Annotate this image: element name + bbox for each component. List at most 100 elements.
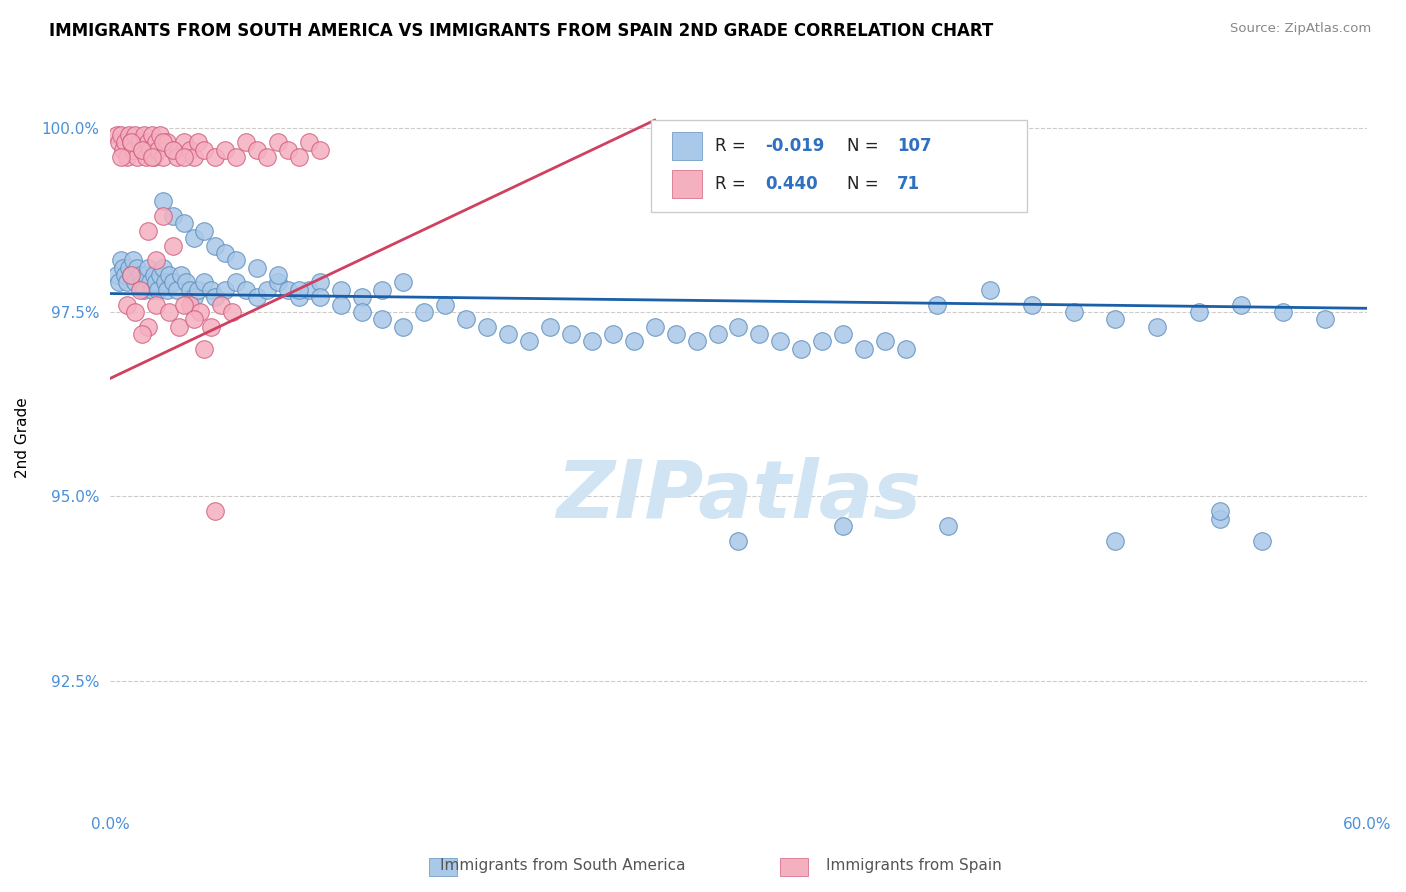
Point xyxy=(1188,305,1211,319)
FancyBboxPatch shape xyxy=(651,120,1028,212)
Point xyxy=(392,276,415,290)
Point xyxy=(496,327,519,342)
Text: -0.019: -0.019 xyxy=(765,137,824,155)
Point xyxy=(148,283,170,297)
Point xyxy=(665,327,688,342)
Point xyxy=(179,143,201,157)
Point xyxy=(204,290,226,304)
Point xyxy=(214,143,236,157)
Point xyxy=(135,268,157,282)
Point xyxy=(110,253,132,268)
Point xyxy=(131,327,153,342)
Point xyxy=(162,238,184,252)
Point xyxy=(329,283,352,297)
Point xyxy=(685,334,707,349)
Point xyxy=(1021,297,1043,311)
Point xyxy=(173,217,195,231)
Point xyxy=(183,150,205,164)
Point xyxy=(145,136,167,150)
FancyBboxPatch shape xyxy=(672,132,702,160)
Text: Source: ZipAtlas.com: Source: ZipAtlas.com xyxy=(1230,22,1371,36)
Point xyxy=(166,283,188,297)
Point xyxy=(329,297,352,311)
Point xyxy=(350,305,373,319)
Point xyxy=(105,128,128,142)
Point xyxy=(145,297,167,311)
Point xyxy=(152,136,174,150)
Text: R =: R = xyxy=(714,137,751,155)
Point xyxy=(188,305,211,319)
Point xyxy=(1104,312,1126,326)
Point xyxy=(434,297,457,311)
Point xyxy=(136,224,159,238)
Point xyxy=(392,319,415,334)
Point xyxy=(1063,305,1085,319)
Point xyxy=(124,305,146,319)
Point xyxy=(748,327,770,342)
Point xyxy=(1146,319,1168,334)
Point xyxy=(183,290,205,304)
Point xyxy=(246,260,269,275)
Point xyxy=(832,519,855,533)
Point xyxy=(1209,504,1232,518)
Text: 0.440: 0.440 xyxy=(765,176,817,194)
Point xyxy=(477,319,499,334)
Text: ZIPatlas: ZIPatlas xyxy=(555,458,921,535)
Point xyxy=(179,297,201,311)
Point xyxy=(706,327,728,342)
Point xyxy=(173,136,195,150)
Point xyxy=(1209,511,1232,525)
Point xyxy=(111,143,134,157)
Point xyxy=(371,283,394,297)
Point xyxy=(204,238,226,252)
Point xyxy=(204,150,226,164)
Point xyxy=(128,136,150,150)
Bar xyxy=(780,858,808,876)
Point xyxy=(277,143,299,157)
Point xyxy=(131,143,153,157)
Point xyxy=(581,334,603,349)
Bar xyxy=(429,858,457,876)
Point xyxy=(157,305,180,319)
Text: Immigrants from South America: Immigrants from South America xyxy=(440,858,685,872)
Point xyxy=(173,150,195,164)
Point xyxy=(122,253,145,268)
Point xyxy=(152,209,174,223)
Point xyxy=(136,136,159,150)
Point xyxy=(644,319,666,334)
Point xyxy=(107,276,129,290)
Point xyxy=(136,260,159,275)
Point xyxy=(122,143,145,157)
Text: Immigrants from Spain: Immigrants from Spain xyxy=(827,858,1001,872)
Point xyxy=(371,312,394,326)
Point xyxy=(114,268,136,282)
Point xyxy=(148,143,170,157)
Point xyxy=(287,290,309,304)
Point xyxy=(120,136,142,150)
Point xyxy=(187,136,209,150)
Point xyxy=(1313,312,1336,326)
Point xyxy=(141,283,163,297)
Point xyxy=(538,319,561,334)
Point xyxy=(727,533,749,548)
Point xyxy=(156,136,179,150)
Point xyxy=(308,276,330,290)
Text: IMMIGRANTS FROM SOUTH AMERICA VS IMMIGRANTS FROM SPAIN 2ND GRADE CORRELATION CHA: IMMIGRANTS FROM SOUTH AMERICA VS IMMIGRA… xyxy=(49,22,994,40)
Point xyxy=(225,150,247,164)
Point xyxy=(936,519,959,533)
Point xyxy=(350,290,373,304)
Point xyxy=(153,276,176,290)
Point xyxy=(187,283,209,297)
Text: R =: R = xyxy=(714,176,751,194)
Point xyxy=(131,276,153,290)
Point xyxy=(1104,533,1126,548)
Point xyxy=(256,283,278,297)
Point xyxy=(298,136,321,150)
Text: 71: 71 xyxy=(897,176,920,194)
Point xyxy=(225,253,247,268)
Point xyxy=(832,327,855,342)
Text: N =: N = xyxy=(846,176,883,194)
Point xyxy=(136,319,159,334)
Point xyxy=(152,150,174,164)
Point xyxy=(120,268,142,282)
